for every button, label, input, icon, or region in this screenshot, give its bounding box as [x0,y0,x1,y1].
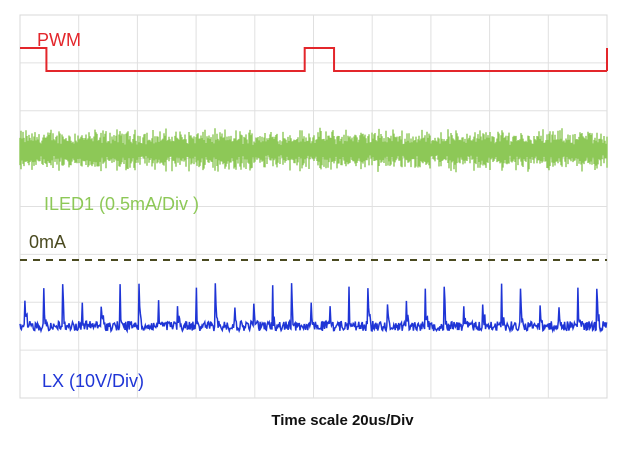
lx-trace [19,283,608,334]
iled1-channel-label: ILED1 (0.5mA/Div ) [44,194,200,214]
iled1-trace [19,127,608,173]
lx-channel-label: LX (10V/Div) [42,371,145,391]
time-scale-text: Time scale 20us/Div [271,412,414,429]
pwm-trace [20,47,607,72]
time-scale-caption: Time scale 20us/Div [0,412,629,429]
pwm-channel-label: PWM [37,30,81,50]
zero-ma-reference-label: 0mA [29,232,67,252]
